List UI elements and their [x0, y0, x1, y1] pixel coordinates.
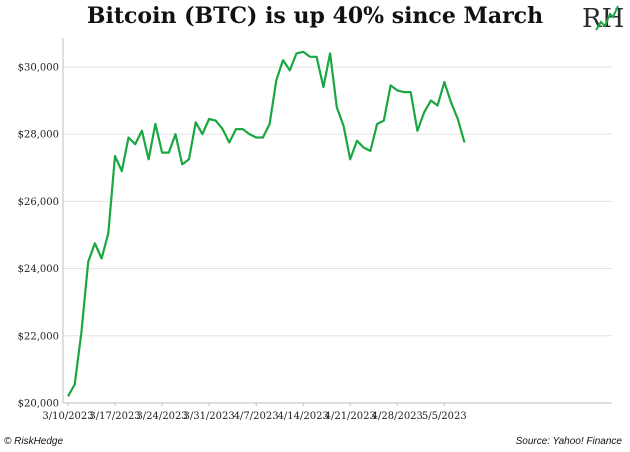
- y-tick-label: $22,000: [18, 331, 59, 342]
- x-tick-label: 3/10/2023: [42, 411, 93, 422]
- x-tick-label: 4/7/2023: [234, 411, 279, 422]
- x-tick-label: 4/28/2023: [372, 411, 423, 422]
- riskhedge-logo-icon: RH: [582, 4, 624, 34]
- source-label: Source: Yahoo! Finance: [515, 436, 622, 447]
- chart-title: Bitcoin (BTC) is up 40% since March: [86, 3, 544, 29]
- copyright-label: © RiskHedge: [4, 436, 64, 447]
- y-tick-labels: $20,000 $22,000 $24,000 $26,000 $28,000 $30,0…: [18, 62, 59, 409]
- x-tick-label: 3/17/2023: [89, 411, 140, 422]
- x-tick-label: 3/31/2023: [183, 411, 234, 422]
- x-tick-labels: 3/10/20233/17/20233/24/20233/31/20234/7/…: [42, 411, 466, 422]
- axes: [62, 38, 612, 406]
- y-tick-label: $28,000: [18, 130, 59, 141]
- y-tick-label: $30,000: [18, 62, 59, 73]
- y-tick-label: $20,000: [18, 399, 59, 410]
- y-tick-label: $26,000: [18, 197, 59, 208]
- x-tick-label: 4/21/2023: [325, 411, 376, 422]
- x-tick-label: 3/24/2023: [136, 411, 187, 422]
- x-tick-label: 5/5/2023: [422, 411, 467, 422]
- grid-lines: [63, 66, 612, 404]
- x-tick-label: 4/14/2023: [278, 411, 329, 422]
- y-tick-label: $24,000: [18, 264, 59, 275]
- series-layer: [67, 50, 466, 397]
- series-line-btc: [67, 50, 466, 397]
